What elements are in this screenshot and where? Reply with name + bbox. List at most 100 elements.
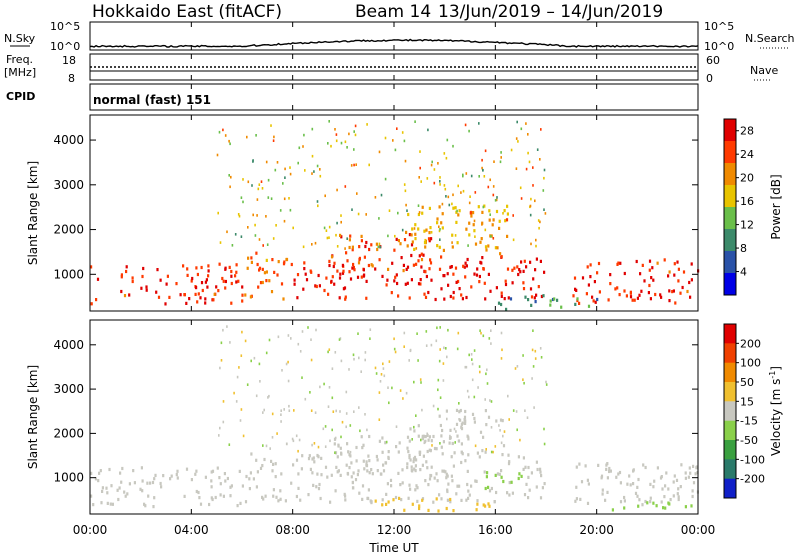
data-cell (335, 465, 338, 469)
data-cell (234, 233, 237, 236)
data-cell (466, 389, 469, 393)
data-cell (303, 267, 306, 271)
data-cell (345, 463, 348, 467)
data-cell (159, 278, 162, 282)
data-cell (438, 359, 441, 363)
data-cell (668, 289, 671, 293)
freq-panel: Freq. [MHz] 18 8 60 0 Nave (4, 53, 778, 85)
data-cell (338, 338, 341, 341)
data-cell (492, 185, 495, 188)
data-cell (522, 378, 524, 381)
data-cell (316, 164, 319, 168)
data-cell (403, 331, 406, 335)
data-cell (456, 434, 459, 438)
data-cell (689, 471, 692, 475)
data-cell (394, 275, 397, 279)
data-cell (677, 487, 680, 491)
data-cell (448, 203, 451, 207)
data-cell (346, 259, 349, 263)
data-cell (580, 480, 584, 484)
data-cell (348, 270, 351, 274)
data-cell (611, 508, 614, 512)
data-cell (329, 500, 332, 504)
data-cell (460, 442, 463, 446)
data-cell (471, 378, 474, 382)
data-cell (96, 277, 100, 281)
data-cell (436, 221, 439, 225)
data-cell (262, 411, 264, 414)
data-cell (530, 303, 533, 307)
colorbar-segment (724, 459, 736, 480)
data-cell (412, 460, 415, 464)
data-cell (361, 484, 365, 488)
data-cell (466, 469, 469, 473)
data-cell (671, 290, 674, 294)
data-cell (461, 450, 463, 454)
data-cell (101, 489, 104, 493)
data-cell (287, 379, 290, 383)
data-cell (404, 282, 407, 286)
data-cell (540, 356, 543, 359)
data-cell (468, 493, 471, 497)
data-cell (677, 279, 680, 283)
data-cell (445, 472, 448, 476)
data-cell (352, 353, 355, 357)
data-cell (452, 272, 455, 276)
colorbar-segment (724, 478, 736, 499)
data-cell (350, 164, 353, 167)
data-cell (270, 124, 272, 127)
data-cell (470, 174, 473, 178)
data-cell (403, 238, 407, 242)
data-cell (266, 243, 269, 246)
data-cell (378, 150, 381, 154)
data-cell (123, 294, 127, 298)
data-cell (488, 504, 491, 508)
data-cell (535, 244, 537, 248)
data-cell (461, 452, 464, 456)
data-cell (502, 479, 505, 484)
data-cell (215, 285, 218, 289)
data-cell (486, 382, 489, 385)
data-cell (418, 506, 421, 511)
nave-label: Nave (750, 64, 778, 77)
data-cell (489, 289, 492, 293)
data-cell (532, 166, 534, 169)
data-cell (513, 266, 516, 270)
data-cell (165, 282, 168, 286)
data-cell (689, 295, 692, 299)
data-cell (94, 477, 97, 481)
data-cell (468, 221, 471, 225)
data-cell (542, 189, 545, 192)
data-cell (355, 459, 358, 463)
data-cell (468, 353, 470, 357)
data-cell (328, 120, 330, 123)
data-cell (400, 498, 403, 502)
data-cell (290, 481, 293, 485)
data-cell (402, 263, 405, 267)
data-cell (280, 472, 283, 476)
data-cell (274, 462, 277, 466)
data-cell (381, 503, 384, 507)
data-cell (523, 493, 527, 497)
data-cell (529, 213, 532, 217)
data-cell (470, 353, 473, 356)
data-cell (449, 428, 452, 432)
data-cell (473, 395, 476, 399)
data-cell (608, 469, 611, 474)
colorbar-tick-label: -200 (740, 473, 765, 486)
data-cell (276, 432, 278, 435)
data-cell (385, 492, 388, 496)
data-cell (256, 198, 259, 201)
data-cell (604, 498, 607, 502)
data-cell (397, 239, 400, 243)
data-cell (435, 447, 438, 451)
data-cell (128, 482, 131, 486)
data-cell (512, 214, 514, 217)
colorbar-segment (724, 163, 736, 186)
nsky-right-tick-top: 10^5 (704, 20, 734, 33)
data-cell (250, 359, 252, 363)
data-cell (219, 493, 222, 497)
data-cell (463, 265, 466, 269)
data-cell (98, 471, 101, 475)
